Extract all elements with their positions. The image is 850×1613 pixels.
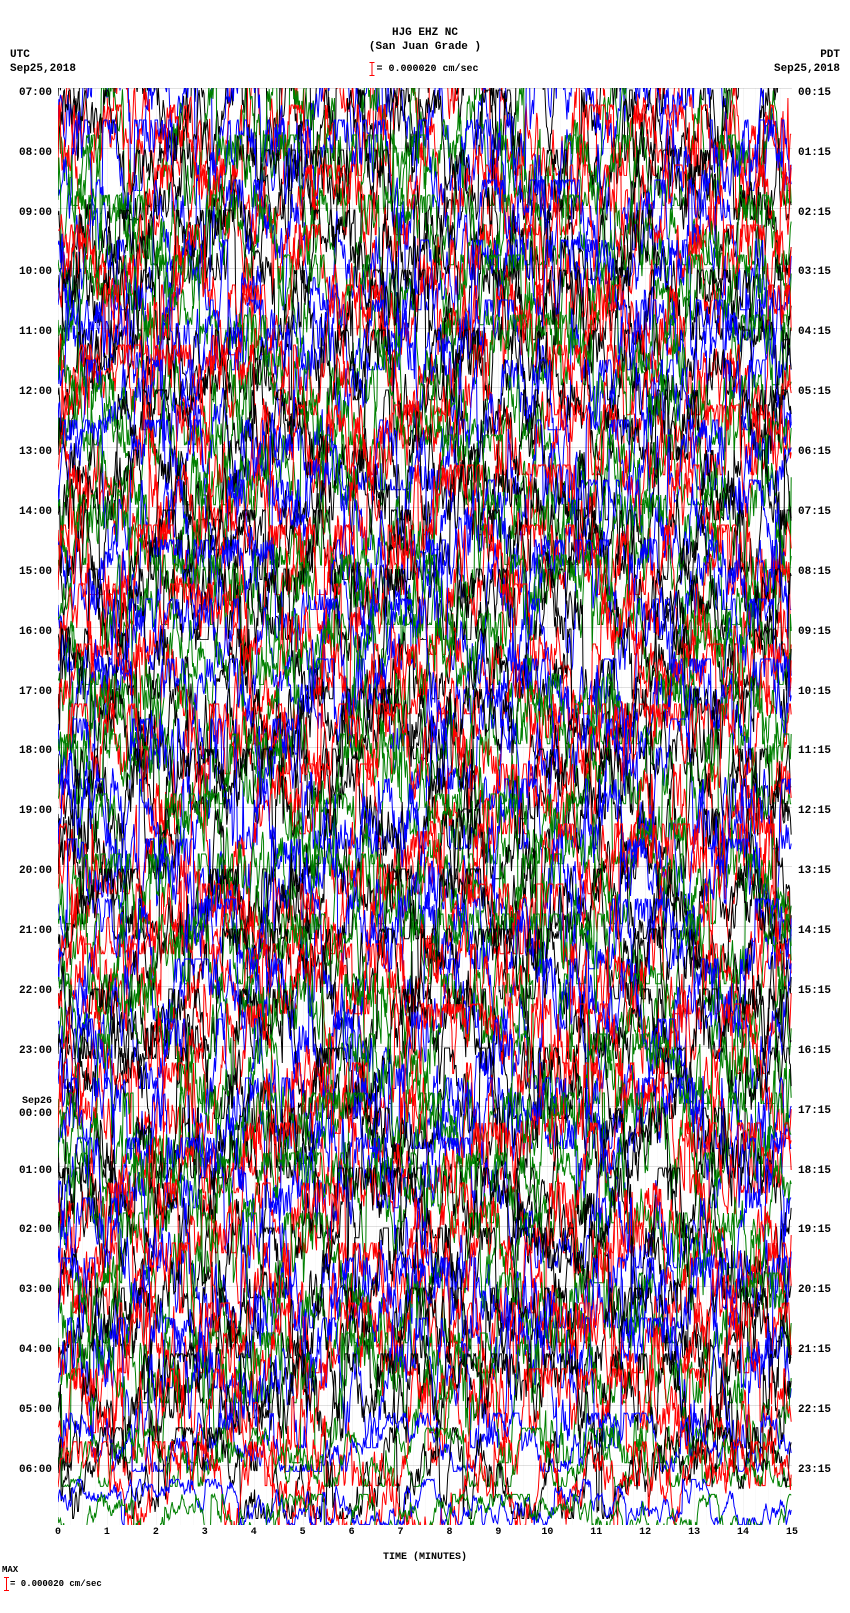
pdt-date: Sep25,2018 xyxy=(774,62,840,76)
x-tick: 14 xyxy=(737,1527,749,1538)
utc-time-label: 05:00 xyxy=(0,1404,54,1416)
utc-time-label: 11:00 xyxy=(0,326,54,338)
utc-time-label: 22:00 xyxy=(0,985,54,997)
scale-bar-icon xyxy=(371,62,372,76)
header: UTC Sep25,2018 HJG EHZ NC (San Juan Grad… xyxy=(0,0,850,80)
pdt-time-label: 12:15 xyxy=(796,805,850,817)
pdt-time-label: 11:15 xyxy=(796,745,850,757)
pdt-time-label: 00:15 xyxy=(796,87,850,99)
pdt-time-label: 08:15 xyxy=(796,566,850,578)
pdt-time-label: 20:15 xyxy=(796,1284,850,1296)
utc-time-label: 14:00 xyxy=(0,506,54,518)
utc-time-label: 09:00 xyxy=(0,207,54,219)
pdt-time-label: 13:15 xyxy=(796,865,850,877)
pdt-time-label: 22:15 xyxy=(796,1404,850,1416)
utc-time-label: 16:00 xyxy=(0,626,54,638)
utc-time-label: 15:00 xyxy=(0,566,54,578)
pdt-time-label: 14:15 xyxy=(796,925,850,937)
trace-row xyxy=(58,1471,792,1525)
utc-time-label: 04:00 xyxy=(0,1344,54,1356)
utc-time-label: 02:00 xyxy=(0,1224,54,1236)
utc-time-label: 01:00 xyxy=(0,1165,54,1177)
station-name: (San Juan Grade ) xyxy=(369,40,481,54)
pdt-time-label: 23:15 xyxy=(796,1464,850,1476)
x-tick: 6 xyxy=(349,1527,355,1538)
helicorder-plot xyxy=(58,88,792,1525)
utc-label: UTC xyxy=(10,48,76,62)
footer-scale-text: = 0.000020 cm/sec xyxy=(10,1579,102,1589)
x-tick: 5 xyxy=(300,1527,306,1538)
utc-time-label: 03:00 xyxy=(0,1284,54,1296)
pdt-time-label: 05:15 xyxy=(796,386,850,398)
pdt-time-label: 07:15 xyxy=(796,506,850,518)
utc-time-label: 08:00 xyxy=(0,147,54,159)
utc-time-labels: 07:00 08:00 09:00 10:00 11:00 12:00 13:00 14:00… xyxy=(0,88,56,1525)
utc-date-block: UTC Sep25,2018 xyxy=(10,48,76,76)
pdt-time-label: 03:15 xyxy=(796,266,850,278)
utc-time-label: 20:00 xyxy=(0,865,54,877)
utc-time-label: 19:00 xyxy=(0,805,54,817)
x-tick: 8 xyxy=(446,1527,452,1538)
pdt-time-label: 09:15 xyxy=(796,626,850,638)
x-tick: 11 xyxy=(590,1527,602,1538)
scale-bar-icon xyxy=(6,1577,7,1591)
x-tick: 3 xyxy=(202,1527,208,1538)
x-tick: 4 xyxy=(251,1527,257,1538)
x-axis-label: TIME (MINUTES) xyxy=(383,1552,467,1563)
x-tick: 7 xyxy=(398,1527,404,1538)
pdt-time-label: 17:15 xyxy=(796,1105,850,1117)
x-axis: TIME (MINUTES) 0123456789101112131415 xyxy=(58,1527,792,1563)
utc-date: Sep25,2018 xyxy=(10,62,76,76)
utc-time-label: 18:00 xyxy=(0,745,54,757)
x-tick: 12 xyxy=(639,1527,651,1538)
utc-time-label: 23:00 xyxy=(0,1045,54,1057)
utc-time-label: 21:00 xyxy=(0,925,54,937)
utc-time-label: 17:00 xyxy=(0,686,54,698)
pdt-time-label: 16:15 xyxy=(796,1045,850,1057)
utc-time-label: 12:00 xyxy=(0,386,54,398)
utc-time-label: 10:00 xyxy=(0,266,54,278)
pdt-date-block: PDT Sep25,2018 xyxy=(774,48,840,76)
x-tick: 9 xyxy=(495,1527,501,1538)
pdt-time-label: 21:15 xyxy=(796,1344,850,1356)
x-tick: 15 xyxy=(786,1527,798,1538)
scale-text: = 0.000020 cm/sec xyxy=(376,64,478,75)
scale-indicator: = 0.000020 cm/sec xyxy=(371,62,478,76)
pdt-time-label: 06:15 xyxy=(796,446,850,458)
title-block: HJG EHZ NC (San Juan Grade ) xyxy=(369,26,481,54)
x-tick: 13 xyxy=(688,1527,700,1538)
x-tick: 1 xyxy=(104,1527,110,1538)
station-id: HJG EHZ NC xyxy=(369,26,481,40)
pdt-time-label: 02:15 xyxy=(796,207,850,219)
pdt-label: PDT xyxy=(774,48,840,62)
plot-area xyxy=(58,88,792,1525)
footer-scale-indicator: = 0.000020 cm/sec xyxy=(6,1577,102,1591)
x-tick: 10 xyxy=(541,1527,553,1538)
utc-time-label: Sep2600:00 xyxy=(0,1095,54,1120)
pdt-time-label: 19:15 xyxy=(796,1224,850,1236)
pdt-time-label: 18:15 xyxy=(796,1165,850,1177)
pdt-time-label: 10:15 xyxy=(796,686,850,698)
utc-time-label: 13:00 xyxy=(0,446,54,458)
utc-time-label: 06:00 xyxy=(0,1464,54,1476)
pdt-time-labels: 00:15 01:15 02:15 03:15 04:15 05:15 06:15 07:15… xyxy=(794,88,850,1525)
pdt-time-label: 15:15 xyxy=(796,985,850,997)
utc-time-label: 07:00 xyxy=(0,87,54,99)
max-label: MAX xyxy=(2,1565,18,1575)
x-tick: 0 xyxy=(55,1527,61,1538)
pdt-time-label: 04:15 xyxy=(796,326,850,338)
pdt-time-label: 01:15 xyxy=(796,147,850,159)
x-tick: 2 xyxy=(153,1527,159,1538)
helicorder-container: UTC Sep25,2018 HJG EHZ NC (San Juan Grad… xyxy=(0,0,850,1613)
